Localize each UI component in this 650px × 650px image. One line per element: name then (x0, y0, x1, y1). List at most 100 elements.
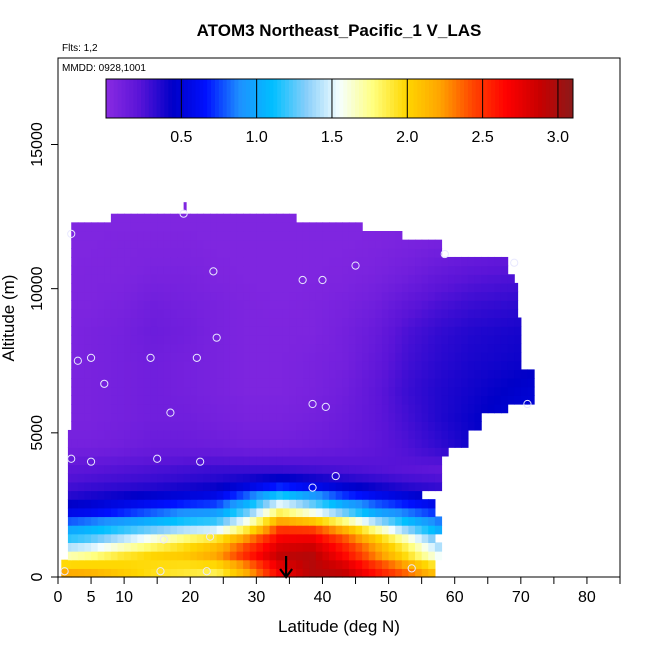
heatmap-cell (401, 421, 410, 431)
heatmap-cell (368, 525, 376, 535)
heatmap-cell (309, 317, 317, 327)
heatmap-cell (448, 334, 456, 345)
heatmap-cell (395, 542, 403, 552)
heatmap-cell (408, 248, 416, 258)
heatmap-cell (130, 326, 138, 336)
heatmap-cell (229, 516, 238, 526)
heatmap-cell (500, 317, 509, 327)
heatmap-cell (183, 499, 191, 509)
heatmap-cell (448, 369, 456, 379)
heatmap-cell (110, 507, 119, 518)
heatmap-cell (157, 274, 165, 284)
heatmap-cell (401, 455, 410, 466)
heatmap-cell (494, 274, 502, 284)
heatmap-cell (223, 326, 231, 336)
colorbar-segment (331, 79, 337, 118)
heatmap-cell (355, 308, 363, 319)
heatmap-cell (302, 248, 310, 258)
heatmap-cell (395, 360, 403, 370)
heatmap-cell (401, 369, 410, 379)
heatmap-cell (124, 386, 132, 396)
heatmap-cell (296, 542, 304, 552)
heatmap-cell (362, 300, 370, 310)
heatmap-cell (362, 568, 370, 578)
heatmap-cell (203, 291, 211, 301)
heatmap-cell (71, 551, 79, 561)
colorbar-segment (545, 79, 551, 118)
heatmap-cell (428, 239, 436, 249)
heatmap-cell (487, 343, 495, 353)
heatmap-cell (276, 404, 284, 414)
heatmap-cell (170, 421, 178, 431)
heatmap-cell (401, 447, 410, 457)
heatmap-cell (434, 404, 443, 414)
heatmap-cell (71, 274, 79, 284)
heatmap-cell (487, 386, 495, 396)
heatmap-cell (130, 455, 138, 466)
heatmap-cell (381, 525, 390, 535)
heatmap-cell (381, 551, 390, 561)
heatmap-cell (342, 222, 350, 232)
colorbar-segment (320, 79, 325, 118)
heatmap-cell (348, 386, 357, 396)
heatmap-cell (421, 369, 429, 379)
heatmap-cell (163, 308, 171, 319)
sample-marker (86, 353, 96, 362)
heatmap-cell (223, 291, 231, 301)
heatmap-cell (190, 256, 198, 267)
heatmap-cell (157, 317, 165, 327)
heatmap-cell (381, 317, 390, 327)
heatmap-cell (223, 360, 231, 370)
heatmap-cell (216, 256, 224, 267)
heatmap-cell (342, 300, 350, 310)
heatmap-cell (137, 326, 145, 336)
heatmap-cell (183, 352, 191, 362)
heatmap-cell (401, 525, 410, 535)
heatmap-cell (150, 326, 158, 336)
heatmap-cell (441, 343, 449, 353)
heatmap-cell (448, 378, 456, 388)
heatmap-cell (262, 429, 271, 440)
heatmap-cell (395, 369, 403, 379)
heatmap-cell (110, 343, 119, 353)
heatmap-cell (177, 343, 185, 353)
heatmap-cell (71, 282, 79, 293)
heatmap-cell (77, 395, 86, 405)
heatmap-cell (276, 213, 284, 223)
heatmap-cell (342, 326, 350, 336)
heatmap-cell (401, 308, 410, 319)
heatmap-cell (434, 256, 443, 267)
heatmap-cell (269, 404, 277, 414)
heatmap-cell (262, 239, 271, 249)
heatmap-cell (487, 352, 495, 362)
heatmap-cell (137, 239, 145, 249)
colorbar-segment (444, 79, 449, 118)
heatmap-cell (196, 490, 205, 500)
heatmap-cell (315, 282, 324, 293)
heatmap-cell (395, 248, 403, 258)
heatmap-cell (428, 343, 436, 353)
heatmap-cell (454, 274, 462, 284)
heatmap-cell (77, 231, 86, 241)
colorbar-segment (440, 79, 446, 118)
heatmap-cell (348, 421, 357, 431)
colorbar-segment (323, 79, 329, 118)
heatmap-cell (77, 455, 86, 466)
heatmap-cell (375, 343, 383, 353)
heatmap-cell (395, 395, 403, 405)
heatmap-cell (210, 343, 218, 353)
heatmap-cell (408, 525, 416, 535)
heatmap-cell (342, 516, 350, 526)
heatmap-cell (177, 248, 185, 258)
heatmap-cell (223, 568, 231, 578)
heatmap-cell (434, 438, 443, 448)
heatmap-cell (302, 256, 310, 267)
heatmap-cell (84, 429, 92, 440)
heatmap-cell (104, 507, 112, 518)
heatmap-cell (170, 378, 178, 388)
heatmap-cell (262, 369, 271, 379)
heatmap-cell (262, 447, 271, 457)
heatmap-cell (448, 360, 456, 370)
heatmap-cell (415, 386, 423, 396)
heatmap-cell (137, 265, 145, 275)
